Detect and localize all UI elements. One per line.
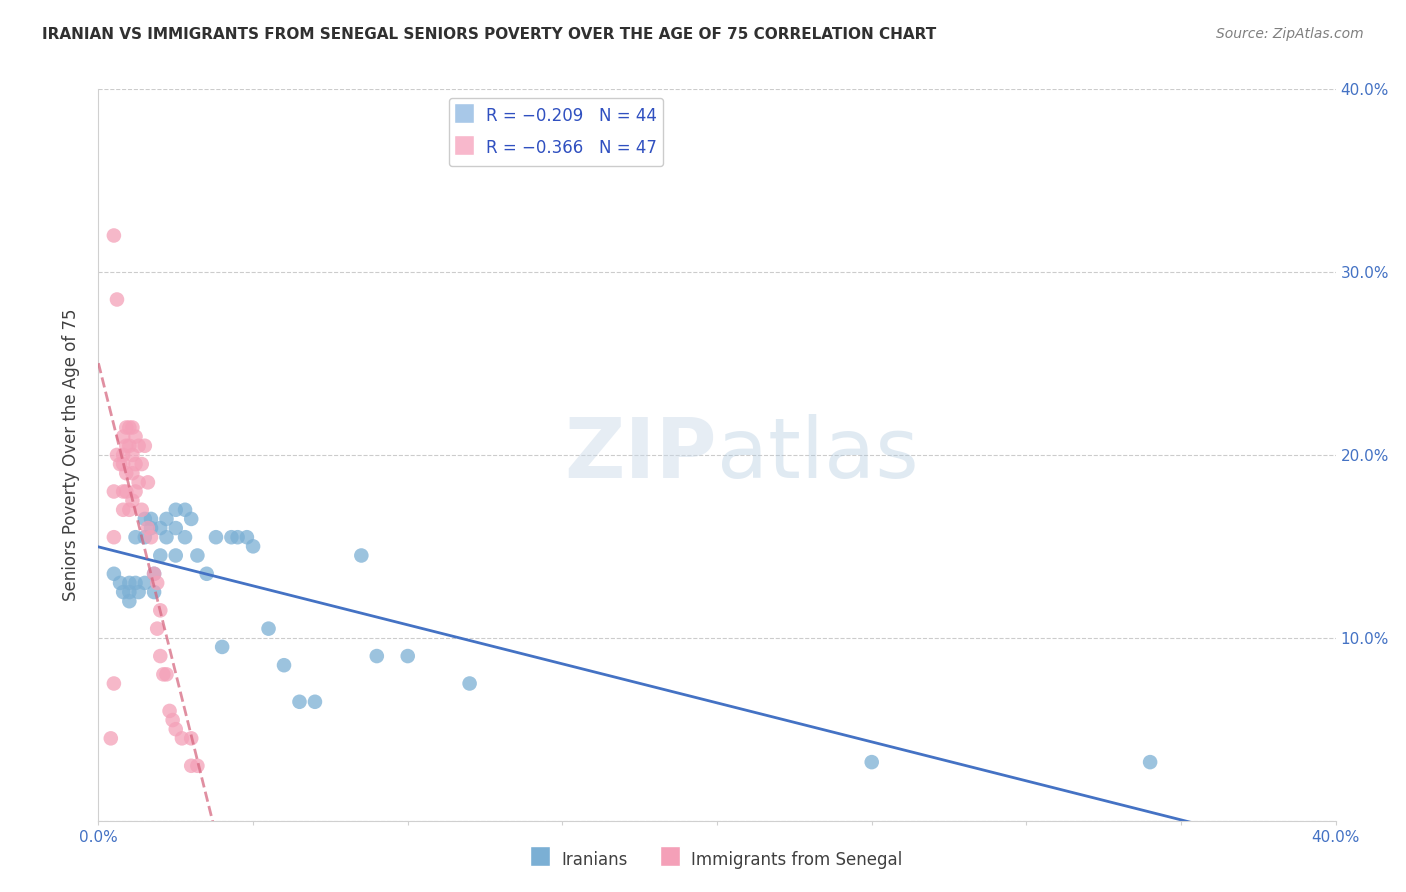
- Point: [103, 566, 125, 581]
- Point: [186, 758, 208, 772]
- Point: [128, 585, 150, 599]
- Point: [174, 502, 197, 516]
- Point: [124, 530, 146, 544]
- Point: [124, 430, 146, 444]
- Point: [121, 493, 143, 508]
- Text: Source: ZipAtlas.com: Source: ZipAtlas.com: [1216, 27, 1364, 41]
- Point: [180, 731, 202, 746]
- Point: [118, 420, 141, 434]
- Point: [195, 566, 218, 581]
- Point: [273, 658, 295, 673]
- Point: [118, 502, 141, 516]
- Point: [143, 566, 166, 581]
- Point: [105, 448, 128, 462]
- Point: [180, 512, 202, 526]
- Point: [180, 758, 202, 772]
- Point: [124, 484, 146, 499]
- Point: [136, 475, 159, 490]
- Point: [155, 512, 177, 526]
- Point: [131, 457, 153, 471]
- Legend: Iranians, Immigrants from Senegal: Iranians, Immigrants from Senegal: [524, 841, 910, 878]
- Point: [396, 649, 419, 664]
- Point: [205, 530, 228, 544]
- Point: [288, 695, 311, 709]
- Point: [100, 731, 122, 746]
- Point: [149, 603, 172, 617]
- Point: [152, 667, 174, 681]
- Point: [134, 530, 156, 544]
- Point: [103, 484, 125, 499]
- Point: [366, 649, 388, 664]
- Point: [134, 576, 156, 591]
- Point: [121, 420, 143, 434]
- Point: [155, 530, 177, 544]
- Point: [162, 713, 184, 727]
- Point: [221, 530, 243, 544]
- Point: [124, 576, 146, 591]
- Point: [149, 549, 172, 563]
- Point: [155, 667, 177, 681]
- Point: [159, 704, 181, 718]
- Point: [128, 475, 150, 490]
- Point: [112, 430, 135, 444]
- Point: [143, 585, 166, 599]
- Point: [121, 448, 143, 462]
- Point: [134, 439, 156, 453]
- Point: [108, 457, 131, 471]
- Point: [211, 640, 233, 654]
- Point: [134, 512, 156, 526]
- Point: [115, 420, 138, 434]
- Point: [103, 676, 125, 690]
- Point: [103, 228, 125, 243]
- Point: [118, 576, 141, 591]
- Point: [860, 755, 883, 769]
- Point: [118, 439, 141, 453]
- Point: [146, 622, 169, 636]
- Point: [242, 539, 264, 553]
- Point: [115, 439, 138, 453]
- Point: [136, 521, 159, 535]
- Point: [143, 566, 166, 581]
- Text: IRANIAN VS IMMIGRANTS FROM SENEGAL SENIORS POVERTY OVER THE AGE OF 75 CORRELATIO: IRANIAN VS IMMIGRANTS FROM SENEGAL SENIO…: [42, 27, 936, 42]
- Point: [139, 530, 162, 544]
- Point: [236, 530, 259, 544]
- Point: [128, 439, 150, 453]
- Point: [131, 502, 153, 516]
- Point: [103, 530, 125, 544]
- Point: [139, 521, 162, 535]
- Text: atlas: atlas: [717, 415, 918, 495]
- Point: [118, 585, 141, 599]
- Point: [146, 576, 169, 591]
- Point: [165, 521, 187, 535]
- Point: [115, 484, 138, 499]
- Point: [350, 549, 373, 563]
- Point: [304, 695, 326, 709]
- Point: [458, 676, 481, 690]
- Point: [112, 484, 135, 499]
- Point: [165, 723, 187, 737]
- Point: [139, 512, 162, 526]
- Y-axis label: Seniors Poverty Over the Age of 75: Seniors Poverty Over the Age of 75: [62, 309, 80, 601]
- Point: [1139, 755, 1161, 769]
- Point: [186, 549, 208, 563]
- Point: [165, 549, 187, 563]
- Point: [121, 466, 143, 480]
- Point: [226, 530, 249, 544]
- Point: [115, 466, 138, 480]
- Point: [108, 576, 131, 591]
- Point: [112, 585, 135, 599]
- Point: [112, 448, 135, 462]
- Point: [112, 502, 135, 516]
- Point: [105, 293, 128, 307]
- Point: [149, 521, 172, 535]
- Point: [124, 457, 146, 471]
- Point: [257, 622, 280, 636]
- Point: [112, 457, 135, 471]
- Text: ZIP: ZIP: [565, 415, 717, 495]
- Point: [165, 502, 187, 516]
- Point: [149, 649, 172, 664]
- Point: [170, 731, 193, 746]
- Point: [118, 594, 141, 608]
- Point: [174, 530, 197, 544]
